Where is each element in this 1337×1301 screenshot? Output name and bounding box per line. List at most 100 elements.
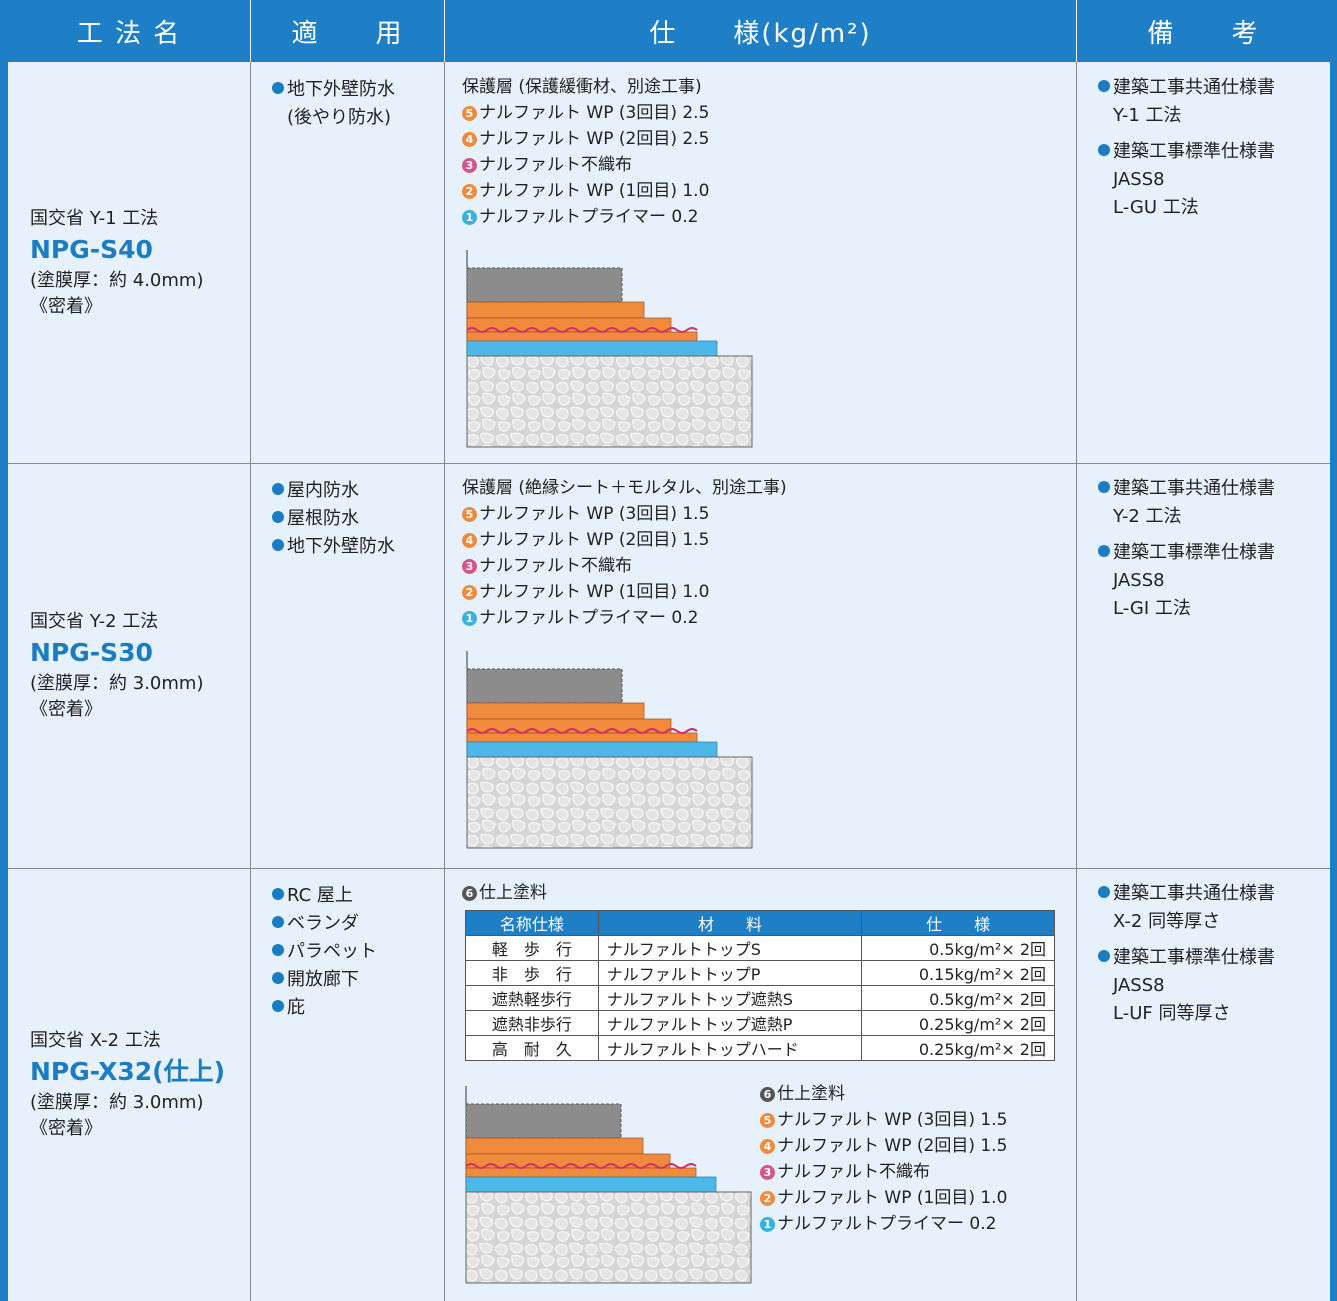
spec-text: ナルファルト不織布 (479, 155, 632, 175)
table-cell: ナルファルトトップハード (597, 1035, 863, 1061)
table-cell: ナルファルトトップ遮熱S (597, 985, 863, 1011)
step-number: 2 (462, 585, 477, 600)
step-number: 1 (760, 1217, 775, 1232)
adhesion: 《密着》 (30, 1117, 102, 1139)
spec-text: ナルファルトプライマー 0.2 (777, 1214, 997, 1234)
usage-text: 屋根防水 (287, 508, 359, 529)
note-title-text: 建築工事標準仕様書 (1113, 542, 1275, 563)
bullet (272, 888, 284, 900)
table-header-row: 名称仕様材 料仕 様 (465, 910, 1055, 936)
usage-text: 庇 (287, 997, 305, 1018)
adhesion: 《密着》 (30, 698, 102, 720)
table-cell: 0.25kg/m²× 2回 (861, 1035, 1055, 1061)
step-number: 4 (462, 533, 477, 548)
spec-text: ナルファルト WP (1回目) 1.0 (479, 181, 710, 201)
spec-line: 3 ナルファルト不織布 (462, 553, 787, 579)
note-title: 建築工事共通仕様書 (1098, 475, 1275, 503)
spec-line: 4 ナルファルト WP (2回目) 1.5 (760, 1133, 1007, 1159)
usage-item: RC 屋上 (272, 882, 377, 910)
usage-item: 屋根防水 (272, 505, 395, 533)
note-title: 建築工事標準仕様書 (1098, 138, 1275, 166)
note-line: L-GU 工法 (1113, 197, 1199, 218)
bullet (1098, 950, 1110, 962)
spec-text: ナルファルトプライマー 0.2 (479, 608, 699, 628)
table-cell: 0.15kg/m²× 2回 (861, 960, 1055, 986)
table-header: 仕 様 (861, 910, 1055, 936)
table-cell: ナルファルトトップ遮熱P (597, 1010, 863, 1036)
header-cell: 備 考 (1077, 0, 1330, 62)
bullet (272, 972, 284, 984)
header-cell: 適 用 (251, 0, 444, 62)
note-title: 建築工事標準仕様書 (1098, 539, 1275, 567)
bullet (272, 82, 284, 94)
row-line (8, 463, 1330, 464)
adhesion: 《密着》 (30, 295, 102, 317)
usage-item: 開放廊下 (272, 966, 377, 994)
spec-line: 3 ナルファルト不織布 (462, 152, 709, 178)
spec-text: ナルファルト WP (3回目) 2.5 (479, 103, 710, 123)
table-row: 遮熱軽歩行 ナルファルトトップ遮熱S 0.5kg/m²× 2回 (465, 985, 1055, 1011)
spec-text: ナルファルト不織布 (479, 556, 632, 576)
usage-cell: 屋内防水 屋根防水 地下外壁防水 (272, 477, 395, 561)
table-cell: 非 歩 行 (465, 960, 599, 986)
step-number: 5 (462, 106, 477, 121)
spec-intro: 保護層 (保護緩衝材、別途工事) (462, 77, 702, 97)
note-line: JASS8 (1113, 169, 1165, 190)
spec-line: 5 ナルファルト WP (3回目) 1.5 (462, 501, 787, 527)
note-title: 建築工事共通仕様書 (1098, 74, 1275, 102)
spec-line: 2 ナルファルト WP (1回目) 1.0 (462, 579, 787, 605)
step-number: 3 (760, 1165, 775, 1180)
thickness: (塗膜厚：約 3.0mm) (30, 1091, 204, 1113)
spec-text: ナルファルトプライマー 0.2 (479, 207, 699, 227)
note-title-text: 建築工事標準仕様書 (1113, 141, 1275, 162)
spec-text: ナルファルト不織布 (777, 1162, 930, 1182)
bullet (272, 1000, 284, 1012)
spec-cell: 保護層 (保護緩衝材、別途工事) 5 ナルファルト WP (3回目) 2.5 4 ナルフ… (462, 74, 709, 230)
spec-line: 5 ナルファルト WP (3回目) 2.5 (462, 100, 709, 126)
table-cell: 0.5kg/m²× 2回 (861, 935, 1055, 961)
note-title: 建築工事標準仕様書 (1098, 944, 1275, 972)
note-line: L-UF 同等厚さ (1113, 1003, 1231, 1024)
spec-text: ナルファルト WP (2回目) 2.5 (479, 129, 710, 149)
step-number: 2 (462, 184, 477, 199)
layer-diagram (466, 250, 756, 450)
method-cell: 国交省 X-2 工法 NPG-X32(仕上) (塗膜厚：約 3.0mm) 《密着》 (8, 868, 250, 1301)
spec-text: ナルファルト WP (3回目) 1.5 (777, 1110, 1008, 1130)
spec-cell: 保護層 (絶縁シート＋モルタル、別途工事) 5 ナルファルト WP (3回目) 1.… (462, 475, 787, 631)
bullet (1098, 80, 1110, 92)
spec-text: ナルファルト WP (1回目) 1.0 (479, 582, 710, 602)
usage-item: ベランダ (272, 910, 377, 938)
step-number: 2 (760, 1191, 775, 1206)
finish-table: 名称仕様材 料仕 様軽 歩 行ナルファルトトップS 0.5kg/m²× 2回非 歩… (465, 910, 1055, 1061)
step-number: 5 (462, 507, 477, 522)
note-line: Y-2 工法 (1113, 506, 1182, 527)
bullet (272, 944, 284, 956)
note-title: 建築工事共通仕様書 (1098, 880, 1275, 908)
spec-text: 仕上塗料 (479, 883, 547, 903)
note-title-text: 建築工事共通仕様書 (1113, 883, 1275, 904)
spec-line: 1 ナルファルトプライマー 0.2 (462, 605, 787, 631)
spec-text: ナルファルト WP (3回目) 1.5 (479, 504, 710, 524)
spec-line: 6 仕上塗料 (760, 1081, 1007, 1107)
column-line (250, 62, 251, 1301)
column-line (444, 62, 445, 1301)
bullet (272, 483, 284, 495)
table-cell: 遮熱非歩行 (465, 1010, 599, 1036)
usage-sub: (後やり防水) (287, 107, 392, 128)
agency: 国交省 Y-2 工法 (30, 610, 159, 632)
step-number: 4 (760, 1139, 775, 1154)
thickness: (塗膜厚：約 4.0mm) (30, 269, 204, 291)
spec-line: 2 ナルファルト WP (1回目) 1.0 (760, 1185, 1007, 1211)
notes-cell: 建築工事共通仕様書 Y-1 工法 建築工事標準仕様書 JASS8 L-GU 工法 (1098, 74, 1275, 222)
note-title-text: 建築工事共通仕様書 (1113, 77, 1275, 98)
spec-text: 仕上塗料 (777, 1084, 845, 1104)
bullet (1098, 481, 1110, 493)
bullet (1098, 886, 1110, 898)
spec-line: 3 ナルファルト不織布 (760, 1159, 1007, 1185)
step-number: 6 (462, 886, 477, 901)
layer-diagram (466, 651, 756, 851)
usage-text: パラペット (287, 941, 377, 962)
usage-item: 屋内防水 (272, 477, 395, 505)
usage-cell: 地下外壁防水 (後やり防水) (272, 76, 395, 132)
agency: 国交省 X-2 工法 (30, 1029, 161, 1051)
